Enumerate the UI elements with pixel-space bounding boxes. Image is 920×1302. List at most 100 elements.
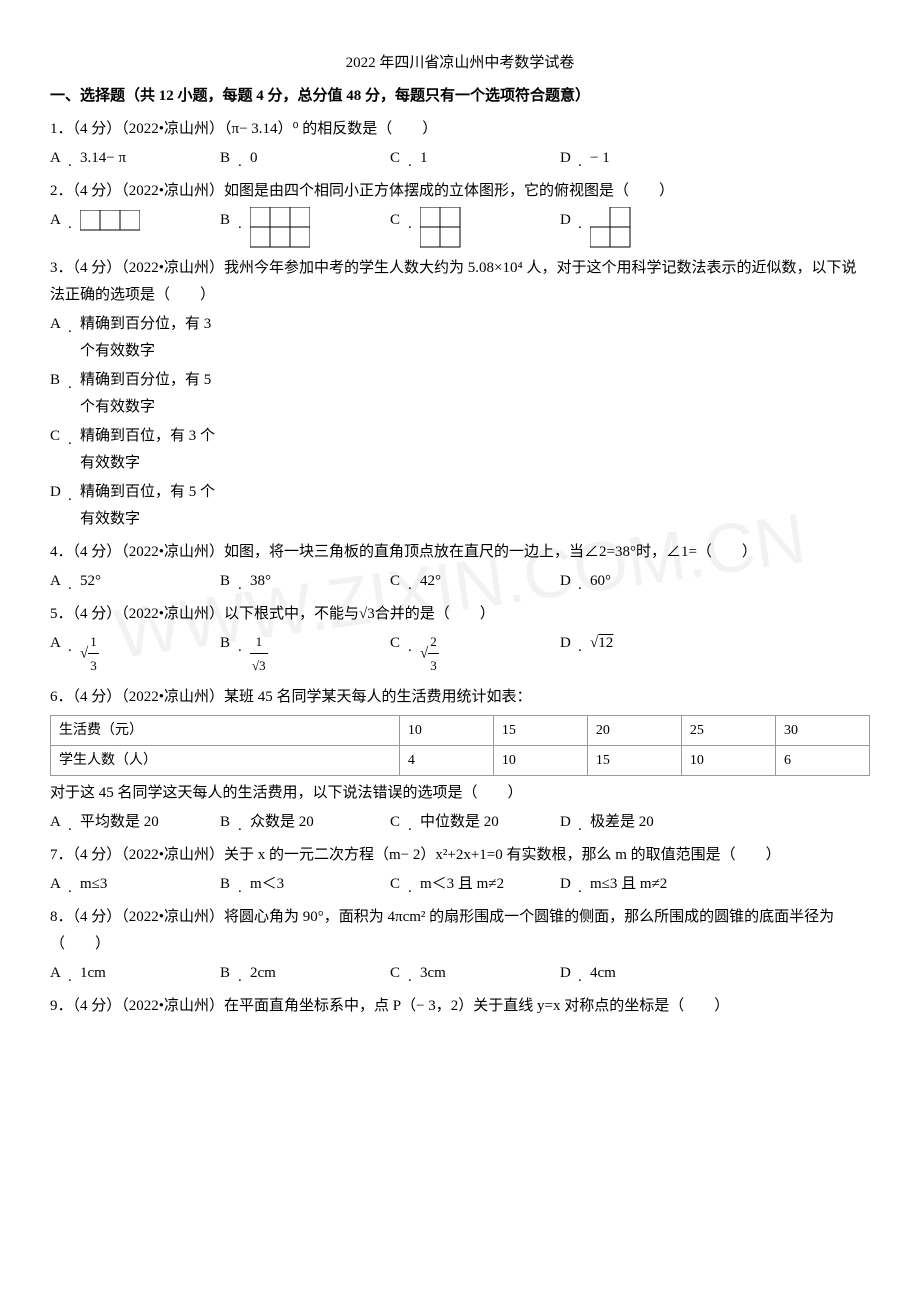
question-7: 7．（4 分）（2022•凉山州）关于 x 的一元二次方程（m− 2）x²+2x… (50, 842, 870, 898)
opt-letter: D (560, 871, 578, 898)
opt-dot: . (68, 217, 76, 232)
q2-c-icon (416, 207, 550, 249)
opt-letter: A (50, 630, 68, 657)
opt-letter: C (390, 871, 408, 898)
q2-a-icon (76, 207, 210, 234)
q4-b: 38° (246, 568, 380, 595)
opt-dot: . (68, 970, 76, 985)
opt-dot: . (408, 155, 416, 170)
opt-letter: C (390, 809, 408, 836)
opt-letter: A (50, 809, 68, 836)
opt-dot: . (578, 819, 586, 834)
opt-letter: A (50, 207, 68, 234)
opt-dot: . (578, 970, 586, 985)
opt-dot: . (68, 578, 76, 593)
opt-dot: . (68, 489, 76, 504)
opt-dot: . (578, 217, 586, 232)
opt-letter: B (220, 145, 238, 172)
q3-c: 精确到百位，有 3 个有效数字 (76, 423, 220, 477)
q9-text: 9．（4 分）（2022•凉山州）在平面直角坐标系中，点 P（− 3，2）关于直… (50, 993, 870, 1020)
opt-dot: . (408, 970, 416, 985)
q5-a: √13 (76, 630, 210, 678)
cell: 30 (775, 715, 869, 745)
opt-dot: . (408, 578, 416, 593)
opt-letter: D (560, 145, 578, 172)
opt-letter: A (50, 960, 68, 987)
q1-a: 3.14− π (76, 145, 210, 172)
q5-d: √12 (586, 630, 720, 657)
question-3: 3．（4 分）（2022•凉山州）我州今年参加中考的学生人数大约为 5.08×1… (50, 255, 870, 533)
cell: 学生人数（人） (51, 745, 400, 775)
cell: 10 (399, 715, 493, 745)
q5-c: √23 (416, 630, 550, 678)
opt-dot: . (578, 881, 586, 896)
opt-dot: . (238, 819, 246, 834)
q8-a: 1cm (76, 960, 210, 987)
q2-text: 2．（4 分）（2022•凉山州）如图是由四个相同小正方体摆成的立体图形，它的俯… (50, 178, 870, 205)
opt-letter: B (220, 630, 238, 657)
q6-c: 中位数是 20 (416, 809, 550, 836)
cell: 25 (681, 715, 775, 745)
q5-text: 5．（4 分）（2022•凉山州）以下根式中，不能与√3合并的是（ ） (50, 601, 870, 628)
q6-a: 平均数是 20 (76, 809, 210, 836)
q6-text: 6．（4 分）（2022•凉山州）某班 45 名同学某天每人的生活费用统计如表： (50, 684, 870, 711)
opt-letter: D (50, 479, 68, 506)
question-2: 2．（4 分）（2022•凉山州）如图是由四个相同小正方体摆成的立体图形，它的俯… (50, 178, 870, 249)
opt-letter: B (50, 367, 68, 394)
q4-c: 42° (416, 568, 550, 595)
q1-c: 1 (416, 145, 550, 172)
opt-dot: . (408, 217, 416, 232)
q6-b: 众数是 20 (246, 809, 380, 836)
opt-dot: . (68, 819, 76, 834)
cell: 10 (493, 745, 587, 775)
opt-dot: . (408, 881, 416, 896)
opt-dot: . (68, 155, 76, 170)
q4-d: 60° (586, 568, 720, 595)
opt-letter: B (220, 871, 238, 898)
q3-text: 3．（4 分）（2022•凉山州）我州今年参加中考的学生人数大约为 5.08×1… (50, 255, 870, 309)
q7-b: m＜3 (246, 871, 380, 898)
opt-letter: D (560, 568, 578, 595)
cell: 20 (587, 715, 681, 745)
question-5: 5．（4 分）（2022•凉山州）以下根式中，不能与√3合并的是（ ） A. √… (50, 601, 870, 678)
opt-letter: C (390, 568, 408, 595)
opt-letter: A (50, 311, 68, 338)
opt-dot: . (578, 155, 586, 170)
question-1: 1．（4 分）（2022•凉山州）（π− 3.14）⁰ 的相反数是（ ） A.3… (50, 116, 870, 172)
q5-b: 1√3 (246, 630, 380, 678)
q8-c: 3cm (416, 960, 550, 987)
q2-b-icon (246, 207, 380, 249)
opt-dot: . (238, 640, 246, 655)
opt-letter: B (220, 809, 238, 836)
question-8: 8．（4 分）（2022•凉山州）将圆心角为 90°，面积为 4πcm² 的扇形… (50, 904, 870, 987)
opt-dot: . (408, 819, 416, 834)
opt-letter: D (560, 960, 578, 987)
opt-dot: . (408, 640, 416, 655)
q7-a: m≤3 (76, 871, 210, 898)
question-6: 6．（4 分）（2022•凉山州）某班 45 名同学某天每人的生活费用统计如表：… (50, 684, 870, 836)
opt-dot: . (68, 377, 76, 392)
cell: 15 (587, 745, 681, 775)
opt-dot: . (578, 578, 586, 593)
q3-b: 精确到百分位，有 5 个有效数字 (76, 367, 220, 421)
opt-dot: . (238, 155, 246, 170)
q3-d: 精确到百位，有 5 个有效数字 (76, 479, 220, 533)
q6-table: 生活费（元） 10 15 20 25 30 学生人数（人） 4 10 15 10… (50, 715, 870, 776)
opt-letter: B (220, 568, 238, 595)
opt-letter: C (390, 960, 408, 987)
q1-d: − 1 (586, 145, 720, 172)
q1-b: 0 (246, 145, 380, 172)
opt-letter: C (390, 145, 408, 172)
opt-letter: C (390, 207, 408, 234)
q8-b: 2cm (246, 960, 380, 987)
table-row: 学生人数（人） 4 10 15 10 6 (51, 745, 870, 775)
opt-dot: . (238, 578, 246, 593)
opt-dot: . (578, 640, 586, 655)
cell: 15 (493, 715, 587, 745)
opt-letter: B (220, 207, 238, 234)
q7-text: 7．（4 分）（2022•凉山州）关于 x 的一元二次方程（m− 2）x²+2x… (50, 842, 870, 869)
question-9: 9．（4 分）（2022•凉山州）在平面直角坐标系中，点 P（− 3，2）关于直… (50, 993, 870, 1020)
q7-d: m≤3 且 m≠2 (586, 871, 720, 898)
cell: 6 (775, 745, 869, 775)
page-title: 2022 年四川省凉山州中考数学试卷 (50, 50, 870, 77)
